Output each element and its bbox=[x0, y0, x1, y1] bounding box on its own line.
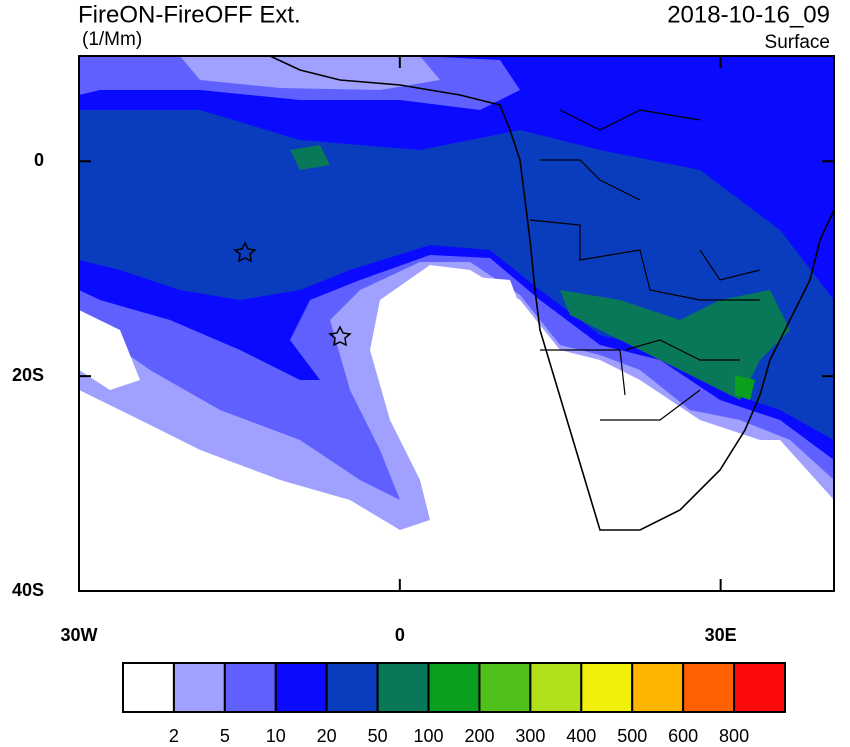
field-southeast bbox=[560, 440, 834, 591]
level: Surface bbox=[765, 32, 830, 53]
colorbar-box bbox=[274, 662, 328, 713]
coastline bbox=[269, 56, 834, 531]
station-star bbox=[328, 325, 352, 347]
colorbar-label: 800 bbox=[719, 726, 749, 746]
colorbar-box bbox=[580, 662, 634, 713]
x-tick-label: 30E bbox=[705, 625, 737, 645]
colorbar-label: 300 bbox=[515, 726, 545, 746]
field-green bbox=[560, 290, 790, 400]
colorbar-box bbox=[122, 662, 175, 713]
colorbar-label: 2 bbox=[169, 726, 179, 746]
plot-frame bbox=[78, 55, 835, 592]
field-green3 bbox=[290, 145, 330, 170]
title: FireON-FireOFF Ext. bbox=[78, 1, 301, 28]
station-star bbox=[233, 241, 257, 263]
colorbar-box bbox=[631, 662, 685, 713]
colorbar: 2 5 10 20 50 100 200 300 400 500 600 800 bbox=[122, 662, 786, 746]
colorbar-box bbox=[427, 662, 481, 713]
colorbar-box bbox=[325, 662, 379, 713]
y-tick-label: 0 bbox=[34, 150, 44, 170]
colorbar-box bbox=[682, 662, 736, 713]
colorbar-box bbox=[733, 662, 786, 713]
colorbar-label: 5 bbox=[220, 726, 230, 746]
borders bbox=[529, 109, 761, 421]
colorbar-label: 10 bbox=[266, 726, 286, 746]
field-west bbox=[79, 310, 140, 390]
x-tick-label: 0 bbox=[395, 625, 405, 645]
colorbar-label: 500 bbox=[617, 726, 647, 746]
colorbar-box bbox=[478, 662, 532, 713]
field-green2 bbox=[735, 375, 755, 400]
colorbar-label: 20 bbox=[317, 726, 337, 746]
colorbar-box bbox=[172, 662, 226, 713]
x-tick-label: 30W bbox=[60, 625, 97, 645]
field bbox=[79, 56, 834, 591]
y-tick-label: 40S bbox=[12, 580, 44, 600]
colorbar-label: 400 bbox=[566, 726, 596, 746]
colorbar-label: 50 bbox=[368, 726, 388, 746]
field-anticyclone bbox=[430, 275, 600, 591]
colorbar-label: 200 bbox=[464, 726, 494, 746]
colorbar-box bbox=[529, 662, 583, 713]
y-tick-label: 20S bbox=[12, 365, 44, 385]
colorbar-label: 100 bbox=[414, 726, 444, 746]
field-dark bbox=[79, 110, 834, 440]
colorbar-box bbox=[223, 662, 277, 713]
colorbar-label: 600 bbox=[668, 726, 698, 746]
colorbar-box bbox=[376, 662, 430, 713]
axes: 30W 0 30E 0 20S 40S bbox=[12, 56, 834, 645]
units: (1/Mm) bbox=[82, 29, 142, 50]
field-southwest bbox=[79, 390, 440, 591]
date: 2018-10-16_09 bbox=[667, 1, 830, 28]
